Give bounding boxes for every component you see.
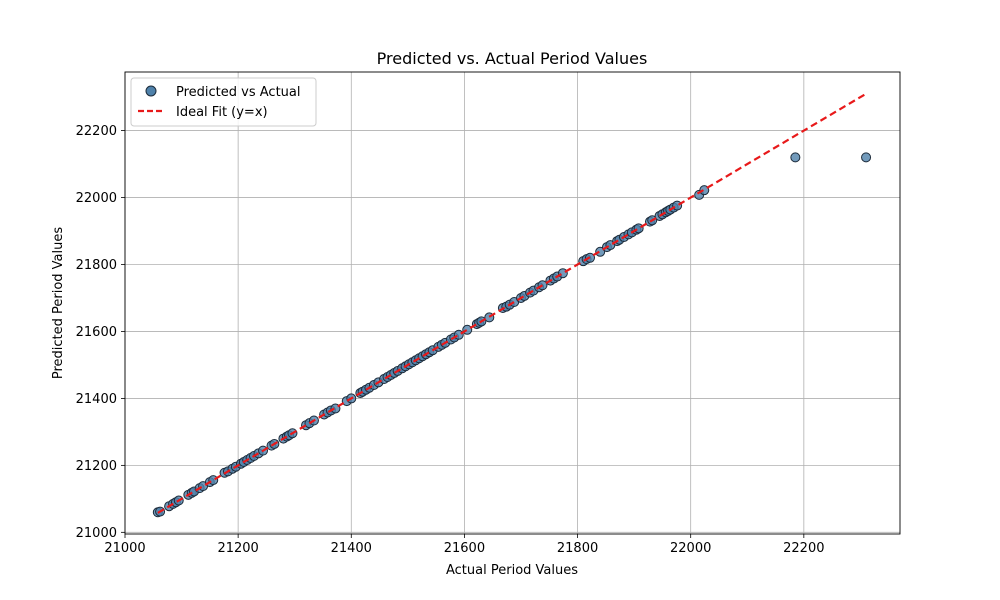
x-tick-label: 22200: [783, 541, 824, 556]
grid: [124, 72, 900, 534]
axes: 21000 21200 21400 21600 21800 22000 22200 21000…: [76, 71, 901, 556]
x-tick-label: 21400: [331, 541, 372, 556]
legend-box: [130, 77, 317, 127]
legend-label-line: Ideal Fit (y=x): [176, 105, 268, 120]
data-point: [699, 185, 710, 196]
data-point: [790, 152, 801, 163]
y-tick-label: 21800: [76, 258, 117, 273]
data-point: [861, 152, 872, 163]
legend: Predicted vs Actual Ideal Fit (y=x): [130, 77, 317, 127]
y-axis-title: Predicted Period Values: [51, 227, 66, 380]
y-tick-label: 21200: [76, 459, 117, 474]
ideal-fit-line-layer: [157, 92, 867, 514]
data-point: [462, 324, 473, 335]
legend-marker-scatter: [145, 85, 157, 97]
y-tick-label: 21000: [76, 526, 117, 541]
legend-label-scatter: Predicted vs Actual: [176, 85, 300, 100]
x-tick-label: 21200: [217, 541, 258, 556]
data-point: [595, 246, 606, 257]
x-axis-title: Actual Period Values: [446, 563, 578, 578]
x-tick-label: 22000: [670, 541, 711, 556]
y-tick-label: 21400: [76, 392, 117, 407]
y-tick-label: 22200: [76, 124, 117, 139]
plot-frame: [124, 71, 901, 535]
y-tick-label: 22000: [76, 191, 117, 206]
data-point: [672, 200, 683, 211]
ideal-fit-line: [157, 92, 867, 514]
chart-title: Predicted vs. Actual Period Values: [377, 49, 648, 68]
x-tick-label: 21000: [104, 541, 145, 556]
x-tick-label: 21800: [557, 541, 598, 556]
y-tick-label: 21600: [76, 325, 117, 340]
x-tick-label: 21600: [444, 541, 485, 556]
